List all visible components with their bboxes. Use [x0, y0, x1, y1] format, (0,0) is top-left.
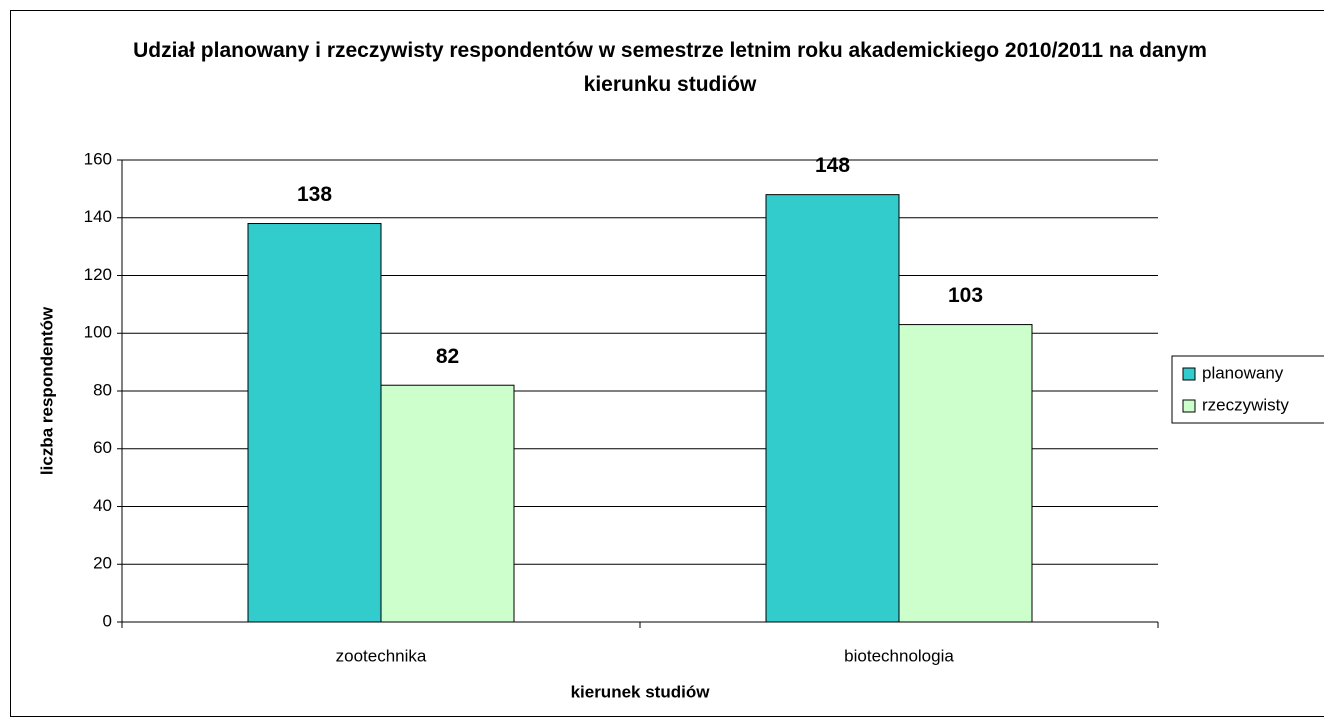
legend-label: rzeczywisty — [1202, 395, 1289, 414]
x-tick-label: zootechnika — [336, 646, 427, 665]
bar — [765, 194, 900, 623]
chart-frame — [10, 10, 1324, 717]
legend-label: planowany — [1202, 363, 1284, 382]
y-tick-label: 100 — [84, 323, 112, 342]
legend-swatch — [1182, 399, 1196, 413]
y-tick-label: 20 — [93, 554, 112, 573]
data-label: 103 — [948, 284, 983, 307]
y-tick-label: 140 — [84, 207, 112, 226]
bar — [898, 324, 1033, 623]
data-label: 138 — [297, 183, 332, 206]
legend-swatch — [1182, 367, 1196, 381]
x-axis-label: kierunek studiów — [571, 682, 711, 701]
y-axis-label: liczba respondentów — [37, 306, 56, 475]
y-tick-label: 0 — [103, 611, 112, 630]
x-tick-label: biotechnologia — [844, 646, 954, 665]
y-tick-label: 60 — [93, 438, 112, 457]
legend-box — [1171, 355, 1324, 424]
data-label: 82 — [436, 345, 459, 368]
chart-title: Udział planowany i rzeczywisty responden… — [133, 39, 1207, 96]
bar — [247, 223, 382, 623]
data-label: 148 — [815, 154, 850, 177]
y-tick-label: 80 — [93, 380, 112, 399]
y-tick-label: 40 — [93, 496, 112, 515]
bar — [380, 384, 515, 623]
y-tick-label: 160 — [84, 149, 112, 168]
y-tick-label: 120 — [84, 265, 112, 284]
